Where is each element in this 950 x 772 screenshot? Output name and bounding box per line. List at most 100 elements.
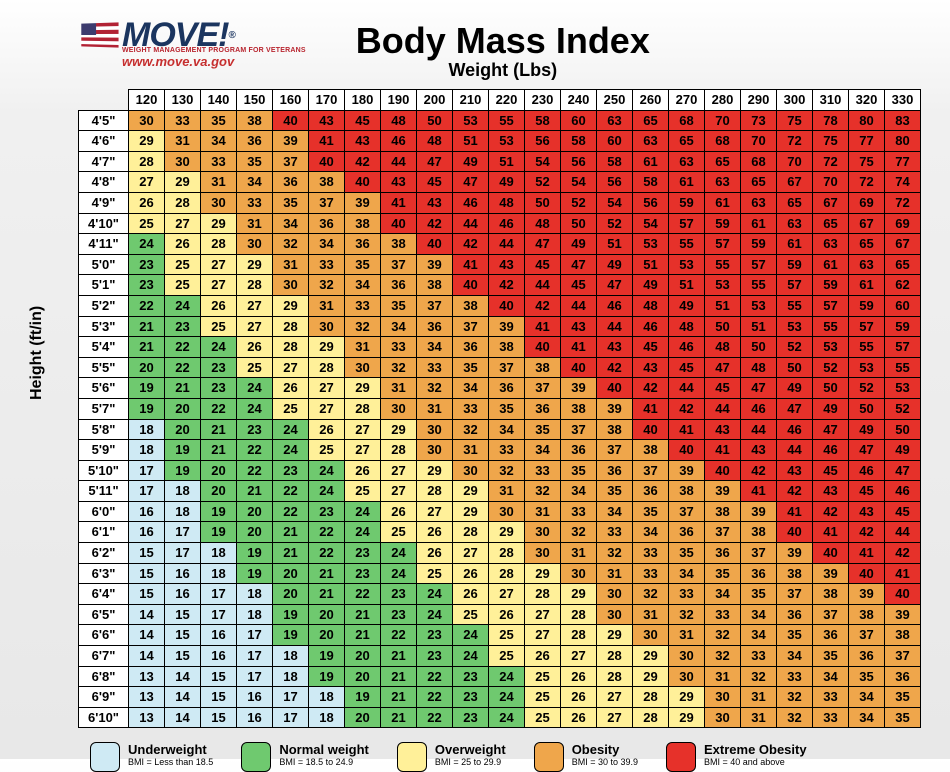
weight-header: 230	[525, 90, 561, 111]
bmi-cell: 36	[309, 213, 345, 234]
bmi-cell: 45	[633, 337, 669, 358]
bmi-cell: 59	[885, 316, 921, 337]
bmi-cell: 21	[237, 481, 273, 502]
bmi-cell: 28	[633, 707, 669, 728]
weight-header: 240	[561, 90, 597, 111]
bmi-cell: 26	[273, 378, 309, 399]
bmi-cell: 41	[381, 192, 417, 213]
bmi-cell: 21	[309, 584, 345, 605]
bmi-cell: 19	[201, 522, 237, 543]
bmi-cell: 24	[453, 625, 489, 646]
bmi-cell: 18	[309, 687, 345, 708]
bmi-cell: 29	[669, 687, 705, 708]
bmi-cell: 40	[669, 440, 705, 461]
bmi-cell: 23	[453, 687, 489, 708]
weight-header: 190	[381, 90, 417, 111]
bmi-cell: 40	[597, 378, 633, 399]
bmi-cell: 23	[201, 357, 237, 378]
bmi-cell: 27	[345, 419, 381, 440]
bmi-cell: 27	[489, 584, 525, 605]
bmi-cell: 24	[489, 666, 525, 687]
bmi-cell: 51	[669, 275, 705, 296]
bmi-cell: 58	[633, 172, 669, 193]
bmi-cell: 32	[561, 522, 597, 543]
bmi-cell: 32	[309, 275, 345, 296]
bmi-cell: 43	[597, 337, 633, 358]
bmi-cell: 17	[201, 584, 237, 605]
weight-header: 250	[597, 90, 633, 111]
bmi-cell: 34	[633, 522, 669, 543]
bmi-cell: 65	[777, 192, 813, 213]
bmi-cell: 29	[381, 419, 417, 440]
bmi-cell: 59	[849, 295, 885, 316]
bmi-cell: 29	[633, 666, 669, 687]
bmi-cell: 26	[453, 584, 489, 605]
bmi-cell: 44	[741, 419, 777, 440]
bmi-cell: 20	[237, 501, 273, 522]
bmi-cell: 31	[165, 131, 201, 152]
bmi-cell: 18	[129, 440, 165, 461]
bmi-cell: 20	[309, 604, 345, 625]
bmi-cell: 27	[201, 254, 237, 275]
bmi-cell: 19	[309, 646, 345, 667]
height-header: 5'11"	[79, 481, 129, 502]
weight-header: 200	[417, 90, 453, 111]
bmi-cell: 65	[849, 234, 885, 255]
bmi-cell: 57	[849, 316, 885, 337]
bmi-cell: 30	[201, 192, 237, 213]
bmi-cell: 18	[237, 584, 273, 605]
bmi-cell: 47	[705, 357, 741, 378]
bmi-cell: 24	[201, 337, 237, 358]
bmi-cell: 48	[705, 337, 741, 358]
bmi-cell: 25	[525, 707, 561, 728]
bmi-cell: 40	[345, 172, 381, 193]
bmi-cell: 51	[453, 131, 489, 152]
bmi-cell: 45	[417, 172, 453, 193]
bmi-cell: 61	[633, 151, 669, 172]
bmi-cell: 24	[381, 543, 417, 564]
bmi-cell: 33	[813, 687, 849, 708]
bmi-cell: 32	[489, 460, 525, 481]
bmi-cell: 25	[237, 357, 273, 378]
height-header: 6'10"	[79, 707, 129, 728]
bmi-cell: 42	[525, 295, 561, 316]
bmi-cell: 40	[417, 234, 453, 255]
bmi-cell: 32	[633, 584, 669, 605]
weight-header: 330	[885, 90, 921, 111]
bmi-cell: 36	[525, 398, 561, 419]
bmi-cell: 19	[237, 543, 273, 564]
bmi-cell: 16	[129, 522, 165, 543]
bmi-cell: 40	[453, 275, 489, 296]
bmi-cell: 46	[633, 316, 669, 337]
bmi-cell: 21	[201, 419, 237, 440]
bmi-cell: 35	[597, 481, 633, 502]
bmi-cell: 63	[849, 254, 885, 275]
bmi-cell: 78	[813, 110, 849, 131]
bmi-cell: 30	[669, 646, 705, 667]
bmi-cell: 31	[453, 440, 489, 461]
bmi-cell: 27	[417, 501, 453, 522]
bmi-cell: 42	[597, 357, 633, 378]
bmi-cell: 55	[777, 295, 813, 316]
bmi-cell: 27	[237, 295, 273, 316]
bmi-cell: 36	[489, 378, 525, 399]
bmi-cell: 22	[309, 543, 345, 564]
bmi-cell: 46	[777, 419, 813, 440]
bmi-cell: 24	[489, 707, 525, 728]
bmi-cell: 47	[597, 275, 633, 296]
weight-header: 260	[633, 90, 669, 111]
bmi-cell: 49	[885, 440, 921, 461]
bmi-cell: 43	[561, 316, 597, 337]
bmi-cell: 22	[201, 398, 237, 419]
bmi-cell: 26	[417, 522, 453, 543]
bmi-cell: 34	[561, 481, 597, 502]
bmi-cell: 36	[273, 172, 309, 193]
bmi-cell: 32	[525, 481, 561, 502]
bmi-cell: 32	[345, 316, 381, 337]
bmi-cell: 22	[309, 522, 345, 543]
weight-header: 220	[489, 90, 525, 111]
bmi-cell: 33	[345, 295, 381, 316]
bmi-cell: 42	[633, 378, 669, 399]
bmi-cell: 31	[669, 625, 705, 646]
bmi-cell: 49	[489, 172, 525, 193]
